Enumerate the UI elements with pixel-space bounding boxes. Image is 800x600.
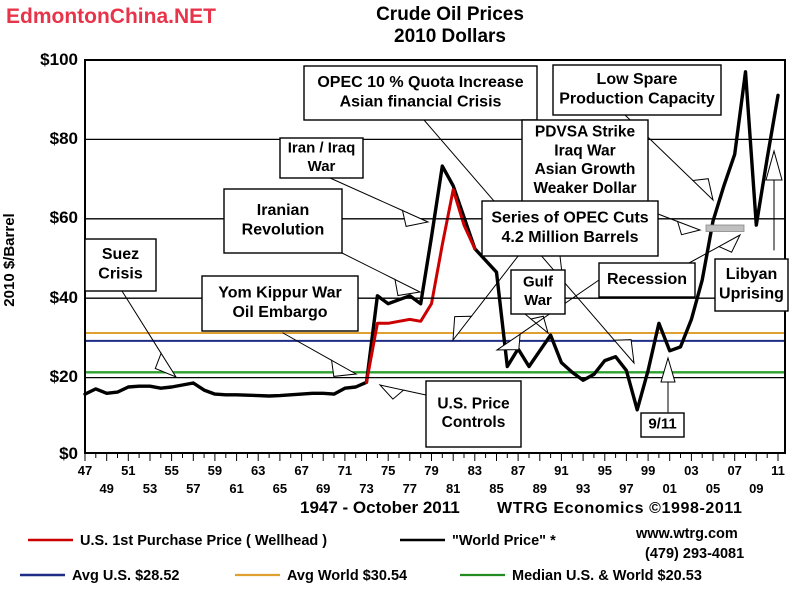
- svg-text:War: War: [524, 292, 552, 309]
- svg-text:2010 $/Barrel: 2010 $/Barrel: [1, 213, 18, 306]
- svg-text:83: 83: [468, 463, 482, 478]
- svg-text:47: 47: [78, 463, 92, 478]
- svg-text:05: 05: [706, 481, 720, 496]
- svg-text:4.2 Million Barrels: 4.2 Million Barrels: [502, 229, 639, 246]
- svg-text:69: 69: [316, 481, 330, 496]
- svg-text:01: 01: [662, 481, 676, 496]
- svg-text:Iran / Iraq: Iran / Iraq: [288, 139, 356, 156]
- svg-text:Median U.S. & World $20.53: Median U.S. & World $20.53: [512, 568, 702, 584]
- svg-text:Avg U.S. $28.52: Avg U.S. $28.52: [72, 568, 179, 584]
- svg-text:Production Capacity: Production Capacity: [559, 91, 715, 108]
- svg-text:07: 07: [727, 463, 741, 478]
- svg-text:79: 79: [424, 463, 438, 478]
- svg-text:89: 89: [533, 481, 547, 496]
- svg-text:Yom Kippur War: Yom Kippur War: [218, 285, 342, 302]
- svg-text:Oil Embargo: Oil Embargo: [232, 304, 327, 321]
- svg-text:97: 97: [619, 481, 633, 496]
- svg-text:EdmontonChina.NET: EdmontonChina.NET: [6, 5, 216, 28]
- svg-text:9/11: 9/11: [648, 416, 676, 433]
- svg-text:1947 - October 2011: 1947 - October 2011: [300, 498, 460, 517]
- svg-text:57: 57: [186, 481, 200, 496]
- svg-text:WTRG Economics ©1998-2011: WTRG Economics ©1998-2011: [497, 500, 743, 517]
- svg-text:www.wtrg.com: www.wtrg.com: [635, 526, 738, 542]
- svg-text:59: 59: [208, 463, 222, 478]
- svg-text:99: 99: [641, 463, 655, 478]
- svg-text:49: 49: [99, 481, 113, 496]
- svg-text:67: 67: [294, 463, 308, 478]
- svg-text:Recession: Recession: [607, 271, 687, 288]
- svg-text:Controls: Controls: [442, 414, 506, 431]
- svg-text:Suez: Suez: [102, 246, 139, 263]
- svg-text:73: 73: [359, 481, 373, 496]
- svg-text:$100: $100: [40, 50, 78, 69]
- svg-text:Asian financial Crisis: Asian financial Crisis: [340, 94, 502, 111]
- svg-text:Iraq War: Iraq War: [554, 142, 615, 159]
- svg-text:93: 93: [576, 481, 590, 496]
- svg-text:Series of OPEC Cuts: Series of OPEC Cuts: [491, 210, 648, 227]
- svg-text:$0: $0: [59, 444, 78, 463]
- svg-text:War: War: [308, 158, 336, 175]
- svg-text:03: 03: [684, 463, 698, 478]
- svg-text:$80: $80: [50, 129, 78, 148]
- svg-text:$40: $40: [50, 288, 78, 307]
- svg-text:95: 95: [598, 463, 612, 478]
- svg-text:87: 87: [511, 463, 525, 478]
- svg-text:77: 77: [403, 481, 417, 496]
- svg-text:81: 81: [446, 481, 460, 496]
- svg-text:55: 55: [164, 463, 178, 478]
- svg-text:71: 71: [338, 463, 352, 478]
- svg-text:Crude Oil Prices: Crude Oil Prices: [376, 4, 524, 25]
- svg-text:U.S. Price: U.S. Price: [437, 395, 510, 412]
- svg-text:65: 65: [273, 481, 287, 496]
- svg-text:61: 61: [229, 481, 243, 496]
- svg-text:$60: $60: [50, 208, 78, 227]
- svg-text:Crisis: Crisis: [98, 266, 143, 283]
- svg-text:53: 53: [143, 481, 157, 496]
- svg-text:OPEC 10 % Quota Increase: OPEC 10 % Quota Increase: [317, 74, 523, 91]
- svg-text:Asian Growth: Asian Growth: [535, 161, 636, 178]
- svg-text:Uprising: Uprising: [719, 286, 784, 303]
- svg-text:51: 51: [121, 463, 135, 478]
- svg-text:85: 85: [489, 481, 503, 496]
- svg-text:Libyan: Libyan: [726, 266, 778, 283]
- svg-text:63: 63: [251, 463, 265, 478]
- svg-text:"World Price" *: "World Price" *: [452, 533, 556, 549]
- svg-text:U.S. 1st Purchase Price ( Well: U.S. 1st Purchase Price ( Wellhead ): [80, 533, 327, 549]
- svg-text:09: 09: [749, 481, 763, 496]
- svg-text:Revolution: Revolution: [242, 222, 325, 239]
- svg-text:$20: $20: [50, 367, 78, 386]
- svg-text:(479) 293-4081: (479) 293-4081: [645, 546, 744, 562]
- svg-text:Avg World $30.54: Avg World $30.54: [287, 568, 407, 584]
- svg-text:Iranian: Iranian: [257, 202, 309, 219]
- svg-text:PDVSA Strike: PDVSA Strike: [535, 123, 636, 140]
- svg-text:91: 91: [554, 463, 568, 478]
- svg-text:75: 75: [381, 463, 395, 478]
- svg-text:2010 Dollars: 2010 Dollars: [394, 26, 506, 47]
- svg-text:11: 11: [771, 463, 785, 478]
- svg-text:Weaker Dollar: Weaker Dollar: [533, 180, 636, 197]
- svg-text:Low Spare: Low Spare: [597, 71, 678, 88]
- svg-text:Gulf: Gulf: [523, 273, 554, 290]
